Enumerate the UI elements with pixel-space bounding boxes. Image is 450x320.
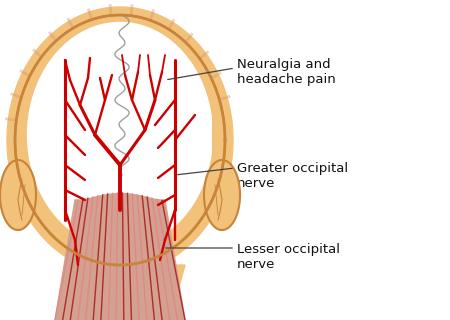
Polygon shape (204, 160, 240, 230)
Text: Lesser occipital
nerve: Lesser occipital nerve (237, 243, 340, 271)
Polygon shape (15, 15, 225, 265)
Polygon shape (55, 200, 185, 320)
Text: Greater occipital
nerve: Greater occipital nerve (237, 162, 348, 190)
Text: Neuralgia and
headache pain: Neuralgia and headache pain (237, 58, 336, 86)
Polygon shape (7, 7, 233, 273)
Polygon shape (27, 22, 211, 247)
Polygon shape (60, 265, 185, 320)
Polygon shape (0, 160, 36, 230)
